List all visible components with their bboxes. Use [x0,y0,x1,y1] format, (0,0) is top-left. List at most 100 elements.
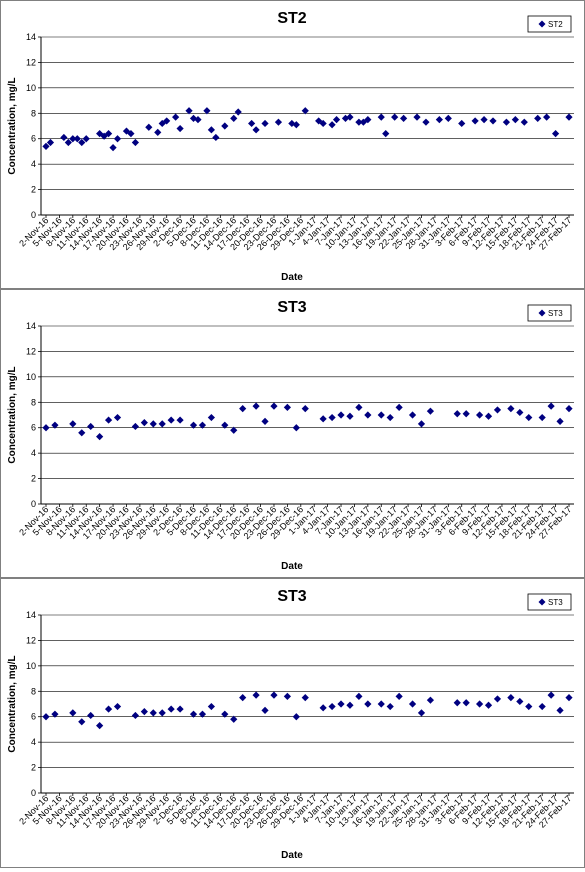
y-tick-label: 6 [31,134,36,144]
data-point [453,699,461,707]
data-point [69,709,77,717]
data-point [565,113,573,121]
data-point [154,128,162,136]
data-point [167,416,175,424]
data-point [377,700,385,708]
data-point [292,424,300,432]
data-point [422,118,430,126]
data-point [319,119,327,128]
data-point [176,705,184,713]
data-point [462,410,470,418]
data-point [261,417,269,425]
data-point [131,138,140,147]
data-point [355,118,363,126]
data-point [96,722,104,730]
legend-marker [538,598,546,606]
data-point [230,426,238,434]
data-point [176,416,184,424]
y-axis-title: Concentration, mg/L [7,77,18,174]
data-point [113,135,122,143]
data-point [274,118,283,126]
data-point [359,118,367,126]
data-point [283,692,291,700]
data-point [239,405,247,413]
data-point [364,700,372,708]
chart-panel-st3-a: ST3 0 2 4 6 8 10 12 14 2-Nov-16 5-Nov-16 8-Nov-16 11… [0,289,585,578]
y-tick-label: 6 [31,712,36,722]
data-point [252,402,260,410]
data-point [328,413,336,422]
data-point [239,694,247,702]
data-point [69,135,77,143]
data-point [104,416,113,424]
y-tick-label: 8 [31,108,36,118]
data-point [480,116,488,124]
data-point [104,705,113,713]
data-point [565,694,573,702]
data-point [377,411,385,419]
data-point [73,135,81,143]
data-point [484,701,493,709]
data-point [377,113,385,121]
data-point [484,412,493,420]
data-point [87,422,95,431]
data-point [234,108,242,116]
data-point [547,402,555,410]
data-point [337,700,345,708]
data-point [364,116,372,124]
data-point [203,107,211,115]
data-point [42,142,50,150]
y-tick-label: 0 [31,788,36,798]
data-point [346,113,354,121]
data-point [64,138,72,147]
data-point [511,116,519,124]
data-point [547,691,555,699]
legend-marker [538,309,546,317]
data-point [556,417,564,425]
data-point [551,130,560,138]
data-point [520,118,528,126]
data-point [493,695,502,703]
y-tick-label: 0 [31,499,36,509]
data-point [525,413,533,422]
legend-marker [538,20,546,28]
y-tick-label: 10 [26,661,36,671]
data-point [435,116,443,124]
data-point [158,709,166,717]
data-point [328,121,336,129]
y-tick-label: 8 [31,397,36,407]
data-point [444,114,452,122]
data-point [270,402,278,410]
data-point [391,113,399,121]
data-point [96,433,104,441]
data-point [355,403,363,411]
data-point [252,126,260,134]
data-point [270,691,278,699]
data-point [149,709,157,717]
y-tick-label: 8 [31,686,36,696]
data-point [163,117,171,125]
data-point [413,113,421,121]
data-point [543,113,551,121]
data-point [417,420,426,428]
legend-box [527,15,572,33]
chart-st3-a: ST3024681012142-Nov-165-Nov-168-Nov-1611… [7,299,574,572]
data-point [534,114,542,122]
y-tick-label: 2 [31,185,36,195]
data-point [516,697,524,706]
data-point [315,117,323,125]
data-point [565,405,573,413]
data-point [46,138,55,147]
data-point [172,113,180,121]
x-axis-title: Date [281,850,303,861]
data-point [346,701,354,709]
data-point [82,135,90,143]
data-point [538,702,546,711]
chart-title: ST2 [277,10,306,27]
legend-box [527,593,572,611]
y-tick-label: 4 [31,159,36,169]
data-point [230,114,238,122]
data-point [458,119,466,128]
data-point [471,117,479,125]
y-axis-title: Concentration, mg/L [7,366,18,463]
